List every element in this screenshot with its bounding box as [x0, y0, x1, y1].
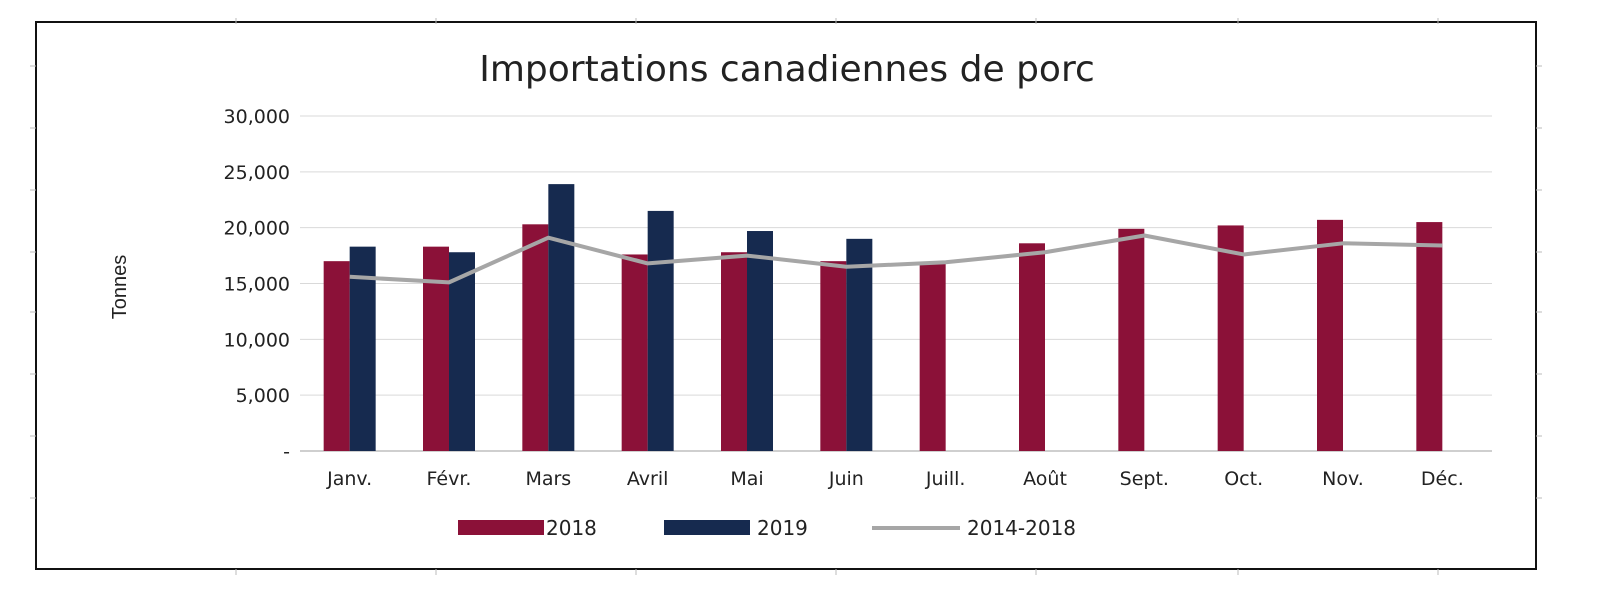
bar-2018 — [1317, 219, 1343, 451]
bar-2018 — [621, 254, 648, 451]
bar-2018 — [1217, 225, 1244, 451]
bar-2019 — [747, 231, 773, 451]
y-tick-label: 30,000 — [224, 106, 290, 128]
bar-2019 — [449, 252, 475, 451]
legend: 2018 2019 2014-2018 — [458, 516, 1076, 540]
bar-2018 — [919, 263, 946, 451]
x-tick-label: Août — [1023, 468, 1067, 490]
x-tick-label: Janv. — [326, 468, 372, 490]
y-axis-ticks: - 5,000 10,000 15,000 20,000 25,000 30,000 — [224, 106, 290, 463]
bar-2019 — [647, 210, 674, 451]
y-tick-label: 10,000 — [224, 329, 290, 351]
x-axis-ticks: Janv. Févr. Mars Avril Mai Juin Juill. Août Sept… — [326, 468, 1464, 490]
y-tick-label: 5,000 — [236, 385, 290, 407]
frame-border — [35, 21, 1537, 570]
bar-2018 — [423, 246, 449, 451]
y-tick-label: 20,000 — [224, 218, 290, 240]
bar-2018 — [1118, 228, 1145, 451]
chart-title: Importations canadiennes de porc — [479, 49, 1095, 90]
gridlines — [300, 115, 1492, 452]
bar-2019 — [548, 184, 575, 451]
x-tick-label: Oct. — [1224, 468, 1263, 490]
legend-swatch-2019 — [664, 520, 750, 535]
line-2014-2018 — [349, 233, 1443, 285]
bar-2018 — [721, 252, 747, 451]
legend-label-2014-2018: 2014-2018 — [967, 516, 1076, 540]
x-tick-label: Juin — [828, 468, 864, 490]
x-tick-label: Mai — [730, 468, 763, 490]
legend-swatch-2018 — [458, 520, 544, 535]
x-tick-label: Nov. — [1322, 468, 1364, 490]
x-tick-label: Mars — [525, 468, 571, 490]
x-tick-label: Févr. — [427, 468, 472, 490]
y-axis-label: Tonnes — [109, 255, 131, 320]
line-series — [349, 233, 1443, 285]
bar-2018 — [820, 261, 847, 451]
bar-2018 — [522, 224, 549, 451]
y-tick-label: 15,000 — [224, 274, 290, 296]
bar-2019 — [349, 246, 376, 451]
y-tick-label: 25,000 — [224, 162, 290, 184]
x-tick-label: Déc. — [1421, 468, 1464, 490]
legend-label-2019: 2019 — [757, 516, 808, 540]
x-tick-label: Avril — [627, 468, 669, 490]
x-tick-label: Juill. — [925, 468, 966, 490]
bar-2018 — [1416, 222, 1443, 451]
bar-2019 — [846, 238, 873, 451]
y-tick-label: - — [283, 441, 290, 463]
x-tick-label: Sept. — [1120, 468, 1169, 490]
bar-2018 — [323, 261, 350, 451]
bars — [323, 184, 1443, 451]
legend-label-2018: 2018 — [546, 516, 597, 540]
chart-frame — [30, 18, 1542, 575]
bar-2018 — [1019, 243, 1045, 451]
